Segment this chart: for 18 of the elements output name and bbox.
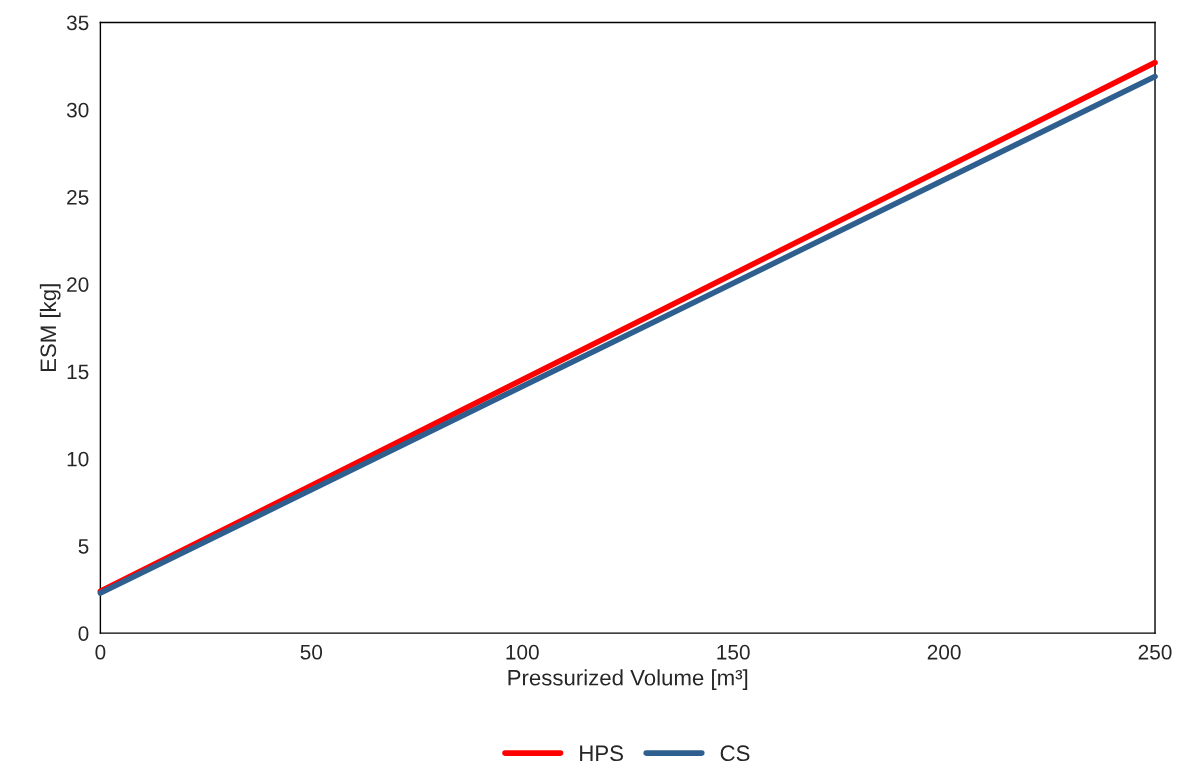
y-tick-label: 10 [67, 451, 89, 467]
x-tick-label: 50 [300, 644, 323, 660]
y-tick-label: 25 [67, 189, 89, 205]
y-tick-label: 15 [67, 364, 89, 380]
x-tick-label: 100 [506, 644, 539, 660]
legend-label: HPS [580, 745, 623, 762]
y-tick-label: 0 [78, 626, 89, 641]
x-axis-title: Pressurized Volume [m³] [508, 669, 748, 690]
x-tick-label: 0 [95, 644, 106, 660]
y-tick-label: 5 [78, 539, 89, 554]
legend-label: CS [720, 745, 750, 762]
y-tick-label: 30 [66, 102, 89, 118]
y-axis-title: ESM [kg] [39, 284, 61, 372]
x-tick-label: 150 [717, 644, 750, 660]
x-tick-label: 200 [927, 644, 961, 660]
x-tick-label: 250 [1138, 644, 1172, 660]
y-tick-label: 35 [66, 15, 89, 31]
y-tick-label: 20 [67, 277, 89, 292]
